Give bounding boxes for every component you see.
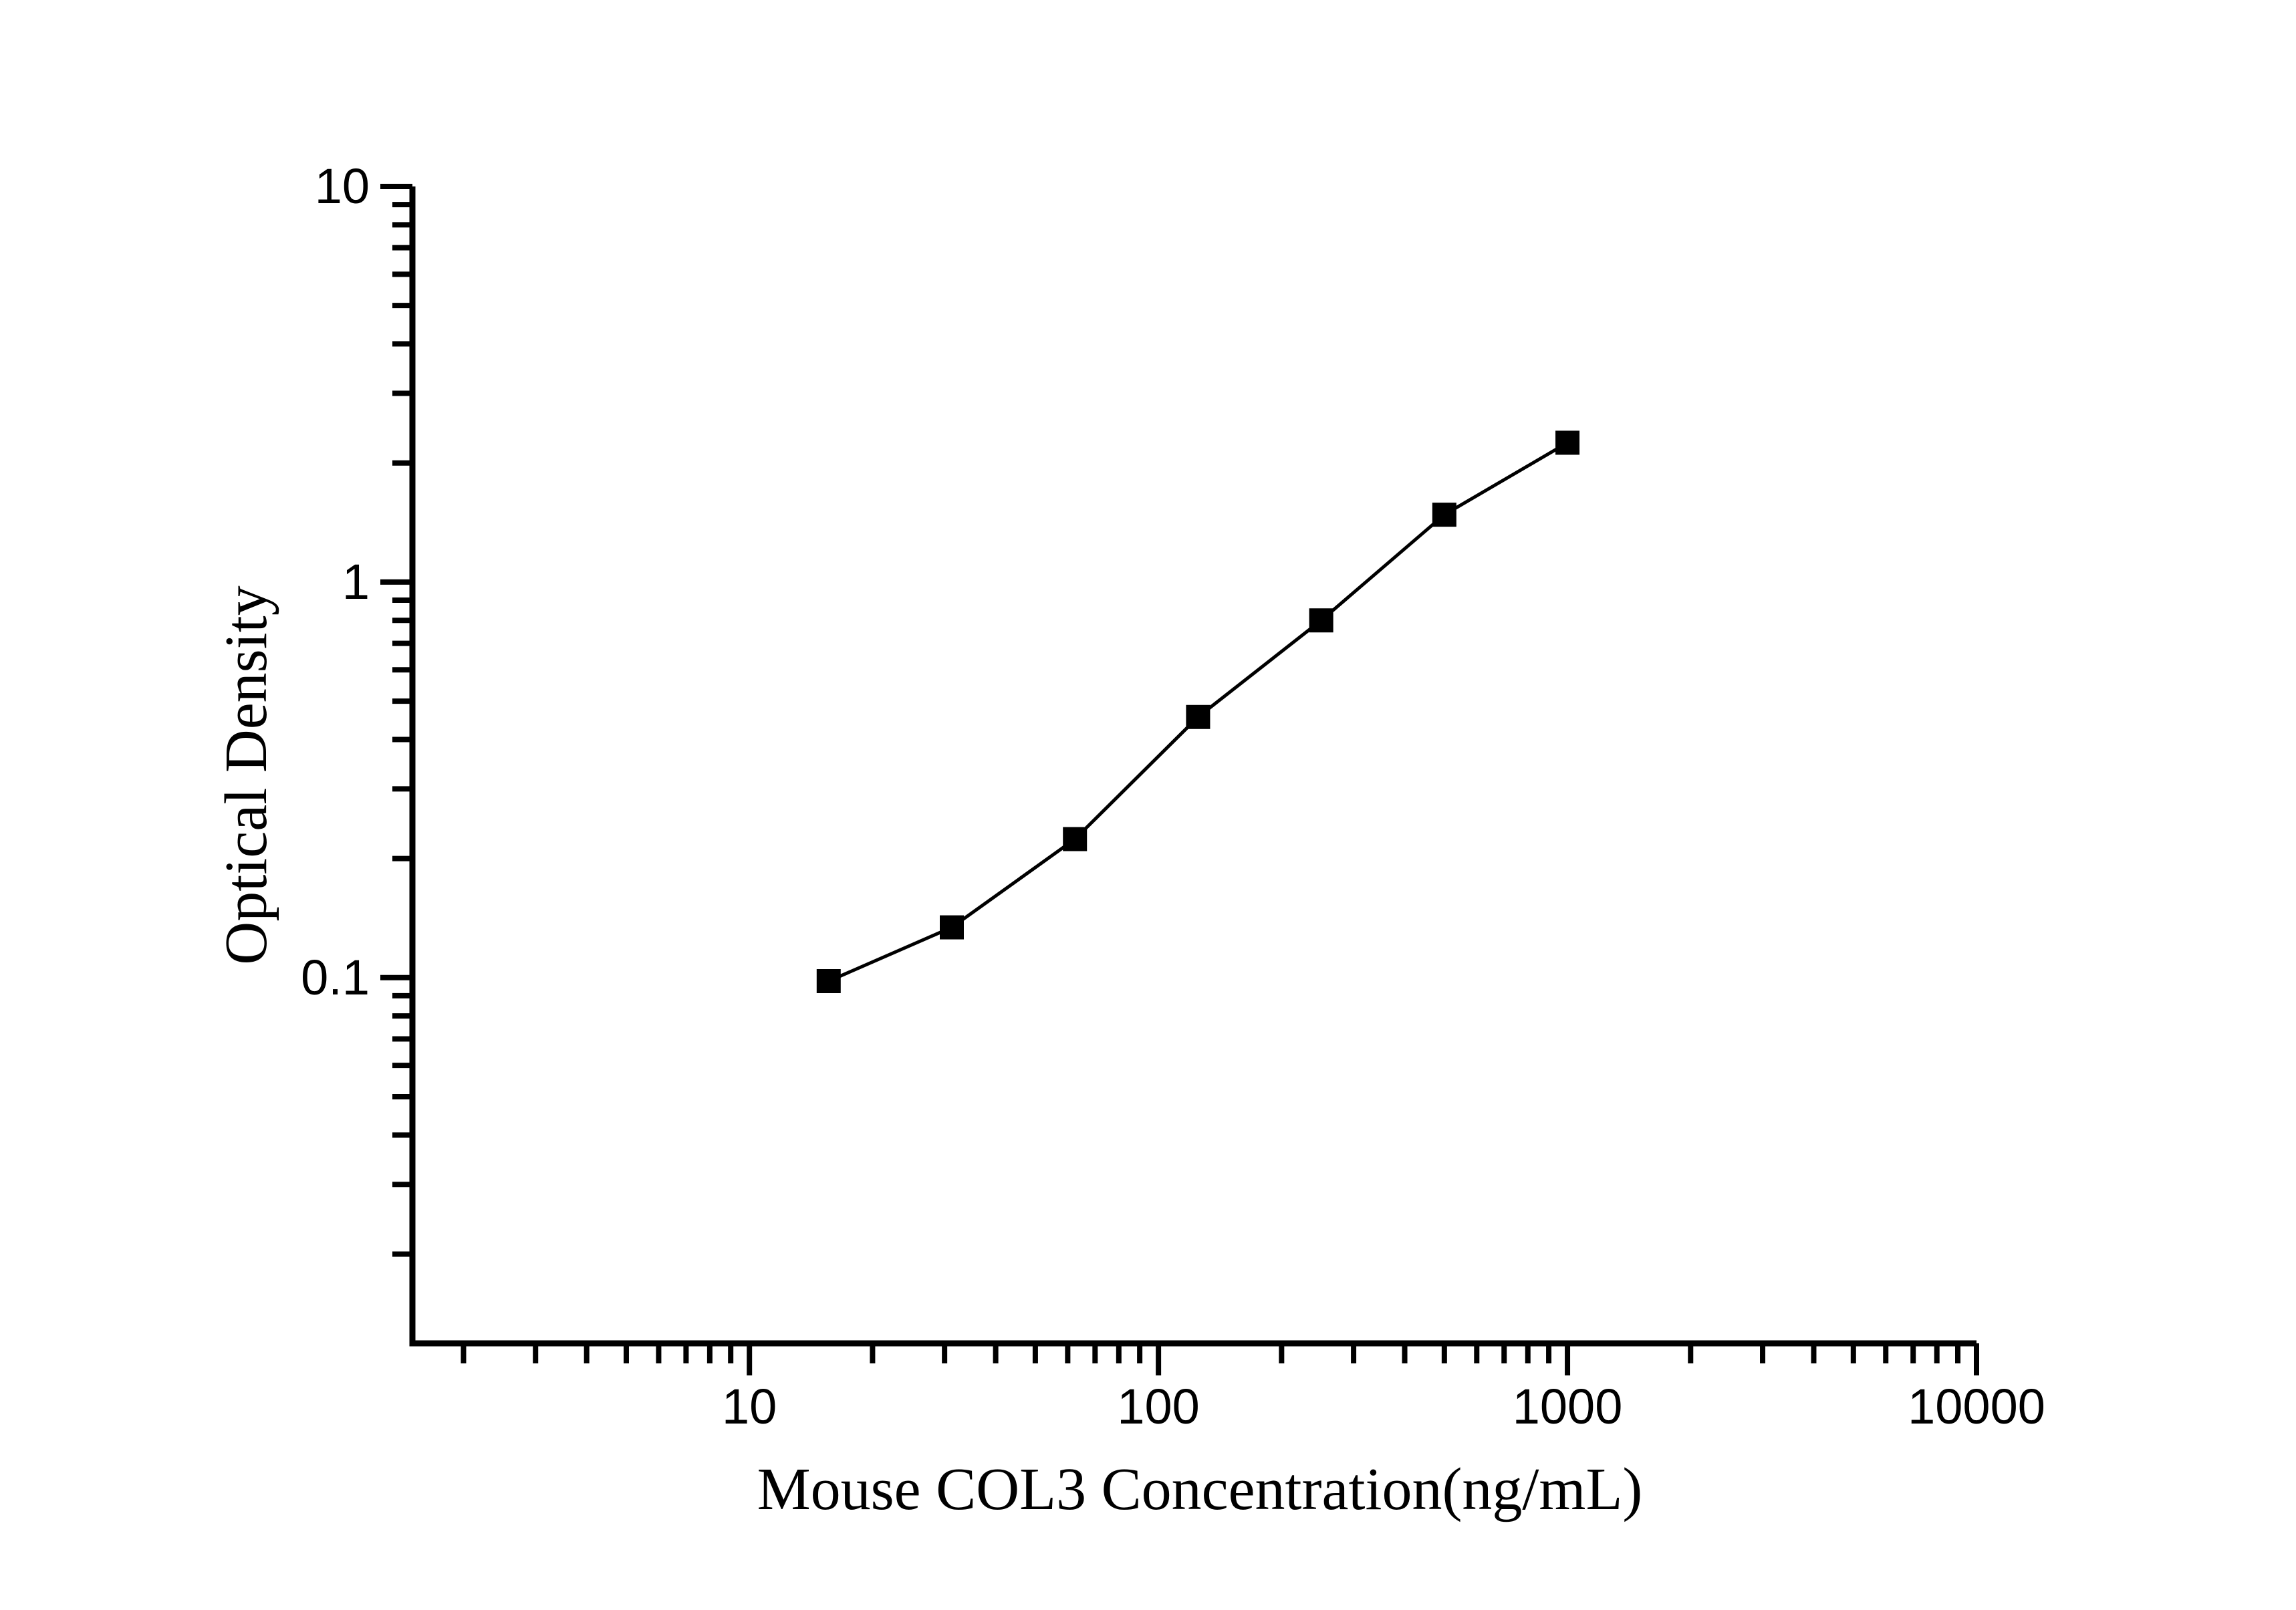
data-point-marker bbox=[940, 915, 965, 940]
y-tick-label: 1 bbox=[342, 554, 370, 610]
x-tick-label: 100 bbox=[1117, 1379, 1199, 1434]
data-point-marker bbox=[1432, 503, 1456, 527]
x-tick-label: 1000 bbox=[1513, 1379, 1623, 1434]
x-tick-label: 10 bbox=[722, 1379, 777, 1434]
data-point-marker bbox=[1555, 430, 1580, 455]
y-axis: 0.1 1 10 bbox=[301, 158, 416, 1347]
data-point-marker bbox=[1063, 827, 1088, 851]
y-tick-label: 0.1 bbox=[301, 950, 370, 1005]
data-point-marker bbox=[1309, 608, 1333, 633]
data-point-marker bbox=[816, 969, 841, 994]
x-tick-label: 10000 bbox=[1908, 1379, 2045, 1434]
y-axis-title: Optical Density bbox=[213, 585, 279, 964]
x-axis: 10 100 1000 10000 bbox=[409, 1340, 2045, 1434]
y-tick-label: 10 bbox=[315, 158, 370, 214]
x-axis-title: Mouse COL3 Concentration(ng/mL) bbox=[757, 1456, 1643, 1522]
data-point-marker bbox=[1186, 704, 1210, 729]
data-series bbox=[816, 430, 1580, 994]
